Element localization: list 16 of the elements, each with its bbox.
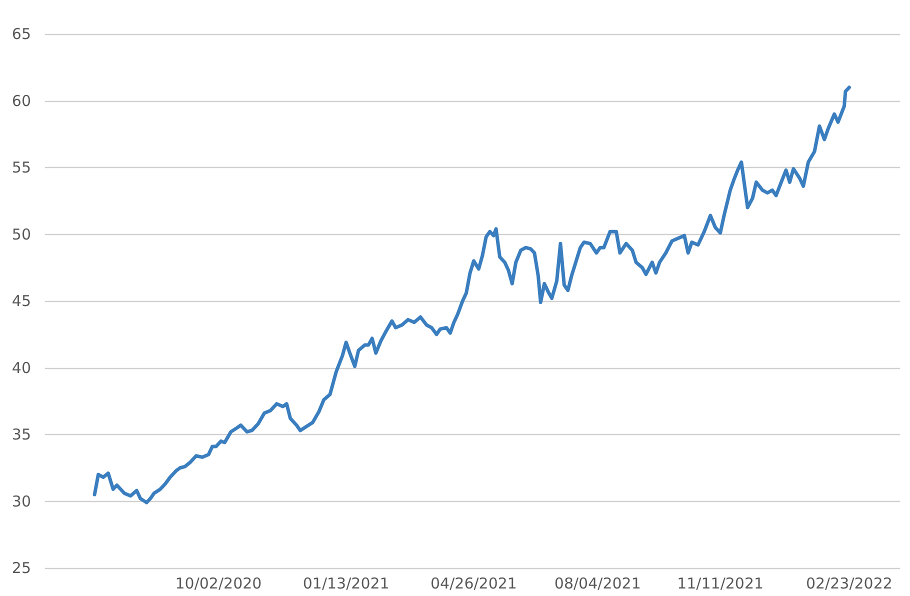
y-tick-label: 60: [12, 92, 31, 110]
x-tick-label: 11/11/2021: [677, 574, 764, 592]
y-tick-label: 35: [12, 426, 31, 444]
y-tick-label: 30: [12, 492, 31, 510]
y-tick-label: 25: [12, 559, 31, 577]
line-series: [92, 86, 851, 504]
x-tick-label: 02/23/2022: [806, 574, 892, 592]
y-tick-label: 50: [12, 225, 31, 244]
y-tick-label: 65: [12, 25, 31, 43]
x-tick-label: 08/04/2021: [554, 574, 641, 592]
x-tick-label: 04/26/2021: [430, 574, 517, 592]
y-tick-label: 40: [12, 358, 31, 377]
x-tick-label: 01/13/2021: [302, 574, 390, 592]
y-tick-label: 45: [12, 292, 31, 310]
x-tick-label: 10/02/2020: [175, 574, 262, 592]
y-tick-label: 55: [12, 158, 31, 176]
